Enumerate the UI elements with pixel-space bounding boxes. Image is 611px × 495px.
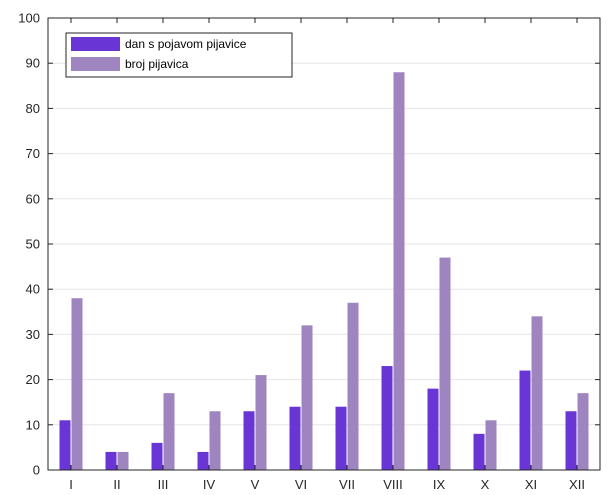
bar-broj-pijavica-II: [117, 451, 129, 470]
bar-dan-s-pojavom-pijavice-XII: [565, 411, 577, 470]
bar-broj-pijavica-XII: [577, 393, 589, 470]
xtick-label-IV: IV: [203, 477, 216, 492]
bar-dan-s-pojavom-pijavice-VI: [289, 406, 301, 470]
bar-broj-pijavica-III: [163, 393, 175, 470]
legend-label-dan-s-pojavom-pijavice: dan s pojavom pijavice: [125, 37, 247, 51]
xtick-label-X: X: [481, 477, 490, 492]
ytick-label-10: 10: [26, 417, 40, 432]
bar-broj-pijavica-IX: [439, 257, 451, 470]
xtick-label-IX: IX: [433, 477, 446, 492]
bar-broj-pijavica-VIII: [393, 72, 405, 471]
ytick-label-70: 70: [26, 146, 40, 161]
bar-broj-pijavica-V: [255, 375, 267, 470]
ytick-label-20: 20: [26, 372, 40, 387]
bar-broj-pijavica-XI: [531, 316, 543, 470]
bar-broj-pijavica-IV: [209, 411, 221, 470]
ytick-label-80: 80: [26, 101, 40, 116]
xtick-label-III: III: [158, 477, 169, 492]
legend-label-broj-pijavica: broj pijavica: [125, 57, 189, 71]
ytick-label-30: 30: [26, 327, 40, 342]
bar-dan-s-pojavom-pijavice-XI: [519, 370, 531, 470]
bar-dan-s-pojavom-pijavice-IV: [197, 451, 209, 470]
bar-broj-pijavica-I: [71, 298, 83, 470]
bar-dan-s-pojavom-pijavice-IX: [427, 388, 439, 470]
ytick-label-100: 100: [18, 11, 40, 26]
xtick-label-V: V: [251, 477, 260, 492]
bar-dan-s-pojavom-pijavice-VII: [335, 406, 347, 470]
bar-dan-s-pojavom-pijavice-V: [243, 411, 255, 470]
bar-broj-pijavica-X: [485, 420, 497, 470]
xtick-label-I: I: [69, 477, 73, 492]
bar-dan-s-pojavom-pijavice-X: [473, 433, 485, 470]
xtick-label-XII: XII: [569, 477, 585, 492]
bars: [59, 72, 589, 471]
bar-dan-s-pojavom-pijavice-VIII: [381, 366, 393, 470]
xtick-label-XI: XI: [525, 477, 537, 492]
xtick-label-VII: VII: [339, 477, 355, 492]
bar-dan-s-pojavom-pijavice-III: [151, 442, 163, 470]
bar-dan-s-pojavom-pijavice-I: [59, 420, 71, 470]
ytick-label-50: 50: [26, 237, 40, 252]
ytick-label-40: 40: [26, 282, 40, 297]
ytick-label-90: 90: [26, 56, 40, 71]
xtick-label-VI: VI: [295, 477, 307, 492]
xtick-label-VIII: VIII: [383, 477, 403, 492]
xtick-label-II: II: [113, 477, 120, 492]
ytick-label-0: 0: [33, 463, 40, 478]
ytick-label-60: 60: [26, 191, 40, 206]
axis-ticks: [48, 17, 600, 471]
bar-broj-pijavica-VII: [347, 302, 359, 470]
legend: dan s pojavom pijavice broj pijavica: [65, 32, 293, 78]
bar-dan-s-pojavom-pijavice-II: [105, 451, 117, 470]
x-tick-labels: I II III IV V VI VII VIII IX X XI XII: [69, 477, 585, 492]
legend-swatch-broj-pijavica: [71, 57, 120, 71]
legend-swatch-dan-s-pojavom-pijavice: [71, 37, 120, 51]
y-tick-labels: 0 10 20 30 40 50 60 70 80 90 100: [18, 11, 40, 478]
bar-broj-pijavica-VI: [301, 325, 313, 470]
